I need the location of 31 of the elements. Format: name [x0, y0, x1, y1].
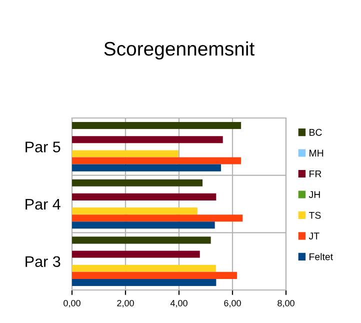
chart-title: Scoregennemsnit: [104, 41, 255, 60]
bar: [72, 164, 221, 172]
bar: [72, 236, 211, 244]
bar: [72, 157, 242, 164]
legend-label: JH: [308, 191, 320, 198]
bar: [72, 278, 216, 286]
legend-label: BC: [310, 128, 322, 136]
y-tick-label: Par 5: [26, 142, 60, 152]
bar: [72, 150, 178, 158]
x-tick-label: 8,00: [278, 300, 294, 308]
y-tick-label: Par 4: [26, 199, 60, 210]
legend-label: Feltet: [310, 253, 333, 260]
bar: [72, 222, 215, 229]
x-tick-label: 2,00: [117, 300, 134, 308]
bar: [72, 214, 243, 222]
bar: [72, 193, 216, 200]
legend-label: JT: [308, 232, 320, 240]
bar: [72, 122, 242, 130]
y-tick-label: Par 3: [26, 256, 60, 268]
bar: [72, 136, 223, 144]
legend-label: TS: [308, 212, 321, 219]
x-tick-label: 6,00: [224, 300, 241, 308]
x-tick-label: 4,00: [170, 300, 188, 308]
bar: [72, 264, 216, 272]
bar: [72, 250, 200, 258]
legend-label: FR: [310, 170, 322, 178]
bar: [72, 179, 203, 186]
legend-label: MH: [310, 150, 324, 156]
bar: [72, 208, 198, 215]
x-tick-label: 0,00: [64, 300, 80, 308]
bar: [72, 272, 238, 279]
